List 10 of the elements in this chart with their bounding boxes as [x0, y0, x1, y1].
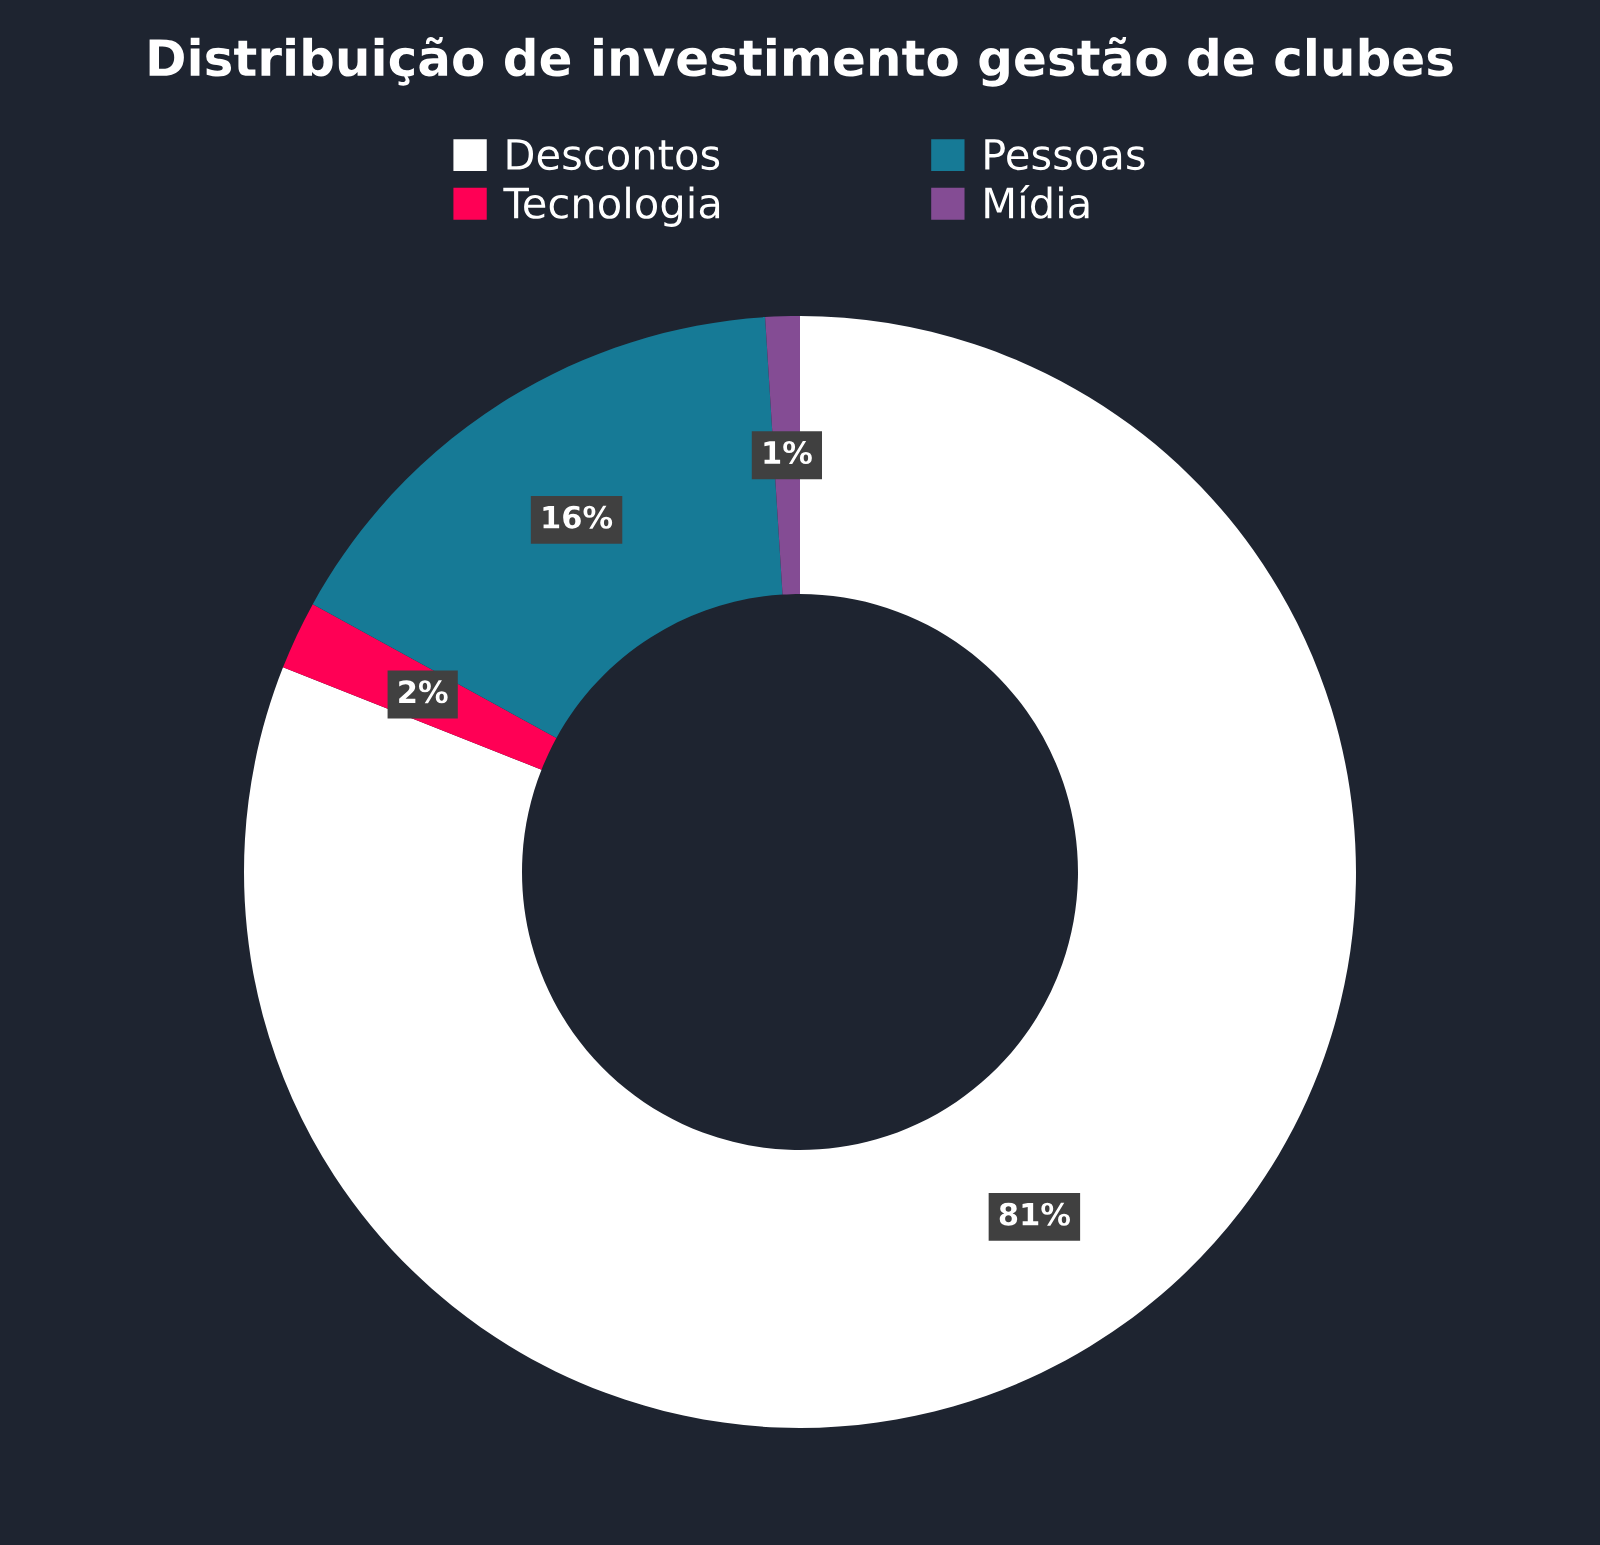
data-label: 81%: [999, 1202, 1070, 1226]
chart-title: Distribuição de investimento gestão de clubes: [149, 36, 1453, 87]
legend-label: Descontos: [507, 139, 720, 171]
legend-label: Tecnologia: [503, 186, 720, 227]
legend-label: Pessoas: [985, 139, 1145, 171]
legend-label: Mídia: [985, 184, 1089, 219]
data-label: 16%: [543, 505, 613, 529]
data-label: 1%: [764, 440, 812, 465]
donut-slice: [244, 316, 1356, 1428]
data-label: 2%: [399, 680, 448, 704]
